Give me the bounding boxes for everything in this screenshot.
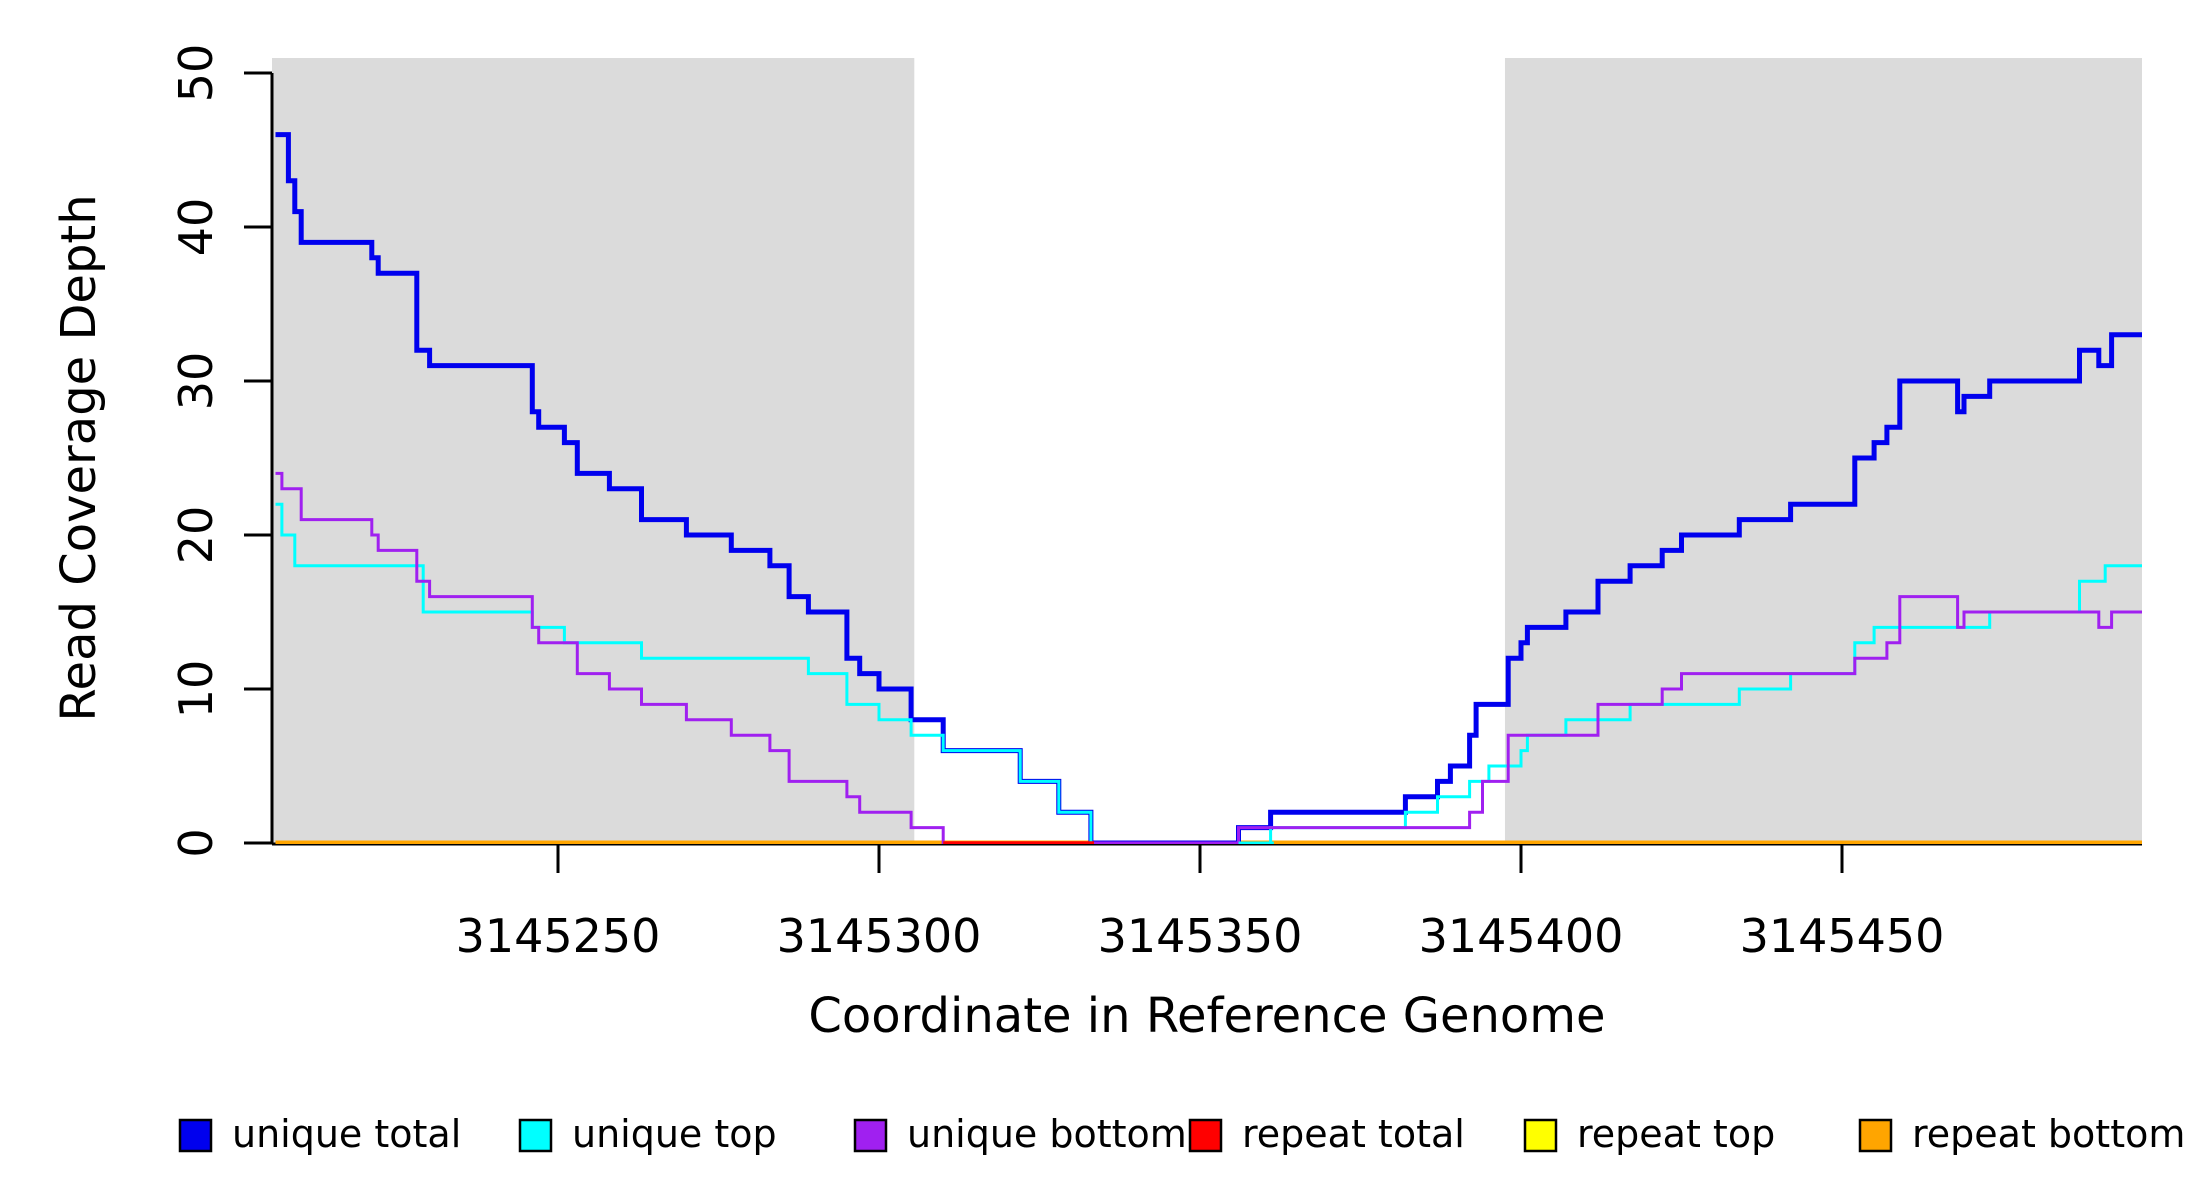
x-tick-label: 3145300	[777, 909, 982, 963]
y-tick-label: 50	[169, 44, 223, 103]
unique-bottom-swatch-icon	[853, 1118, 888, 1153]
x-tick-label: 3145400	[1419, 909, 1624, 963]
y-tick-label: 40	[169, 198, 223, 257]
x-axis-title: Coordinate in Reference Genome	[808, 988, 1605, 1044]
legend-item-unique-bottom: unique bottom	[853, 1112, 1187, 1156]
legend-label: unique bottom	[907, 1112, 1187, 1156]
series-layer	[275, 132, 2142, 844]
x-tick-label: 3145350	[1098, 909, 1303, 963]
axes-layer: 0 10 20 30 40 50 3145250 3145300 3145350 3145400 3…	[169, 44, 2142, 963]
repeat-total-swatch-icon	[1188, 1118, 1223, 1153]
y-tick-label: 10	[169, 660, 223, 719]
legend-label: unique total	[232, 1112, 461, 1156]
shaded-regions-layer	[272, 58, 2142, 843]
y-tick-label: 30	[169, 352, 223, 411]
unique-top-swatch-icon	[518, 1118, 553, 1153]
left-unique-region	[272, 58, 915, 843]
x-tick-label: 3145250	[456, 909, 661, 963]
legend-label: repeat bottom	[1912, 1112, 2185, 1156]
right-unique-region	[1504, 58, 2142, 843]
legend-item-repeat-top: repeat top	[1523, 1112, 1775, 1156]
y-tick-label: 0	[169, 828, 223, 857]
axis-labels-layer: Coordinate in Reference Genome Read Cove…	[51, 194, 1606, 1044]
legend-item-unique-top: unique top	[518, 1112, 777, 1156]
y-axis-title: Read Coverage Depth	[51, 194, 107, 721]
y-tick-label: 20	[169, 506, 223, 565]
series-line-unique-bottom	[275, 471, 2142, 844]
repeat-bottom-swatch-icon	[1858, 1118, 1893, 1153]
legend-label: repeat top	[1577, 1112, 1775, 1156]
legend-item-repeat-total: repeat total	[1188, 1112, 1465, 1156]
legend-item-repeat-bottom: repeat bottom	[1858, 1112, 2185, 1156]
legend-label: unique top	[572, 1112, 777, 1156]
unique-total-swatch-icon	[178, 1118, 213, 1153]
legend: unique total unique top unique bottom repea…	[178, 1112, 2185, 1156]
x-tick-label: 3145450	[1740, 909, 1945, 963]
repeat-top-swatch-icon	[1523, 1118, 1558, 1153]
legend-label: repeat total	[1242, 1112, 1465, 1156]
legend-item-unique-total: unique total	[178, 1112, 461, 1156]
